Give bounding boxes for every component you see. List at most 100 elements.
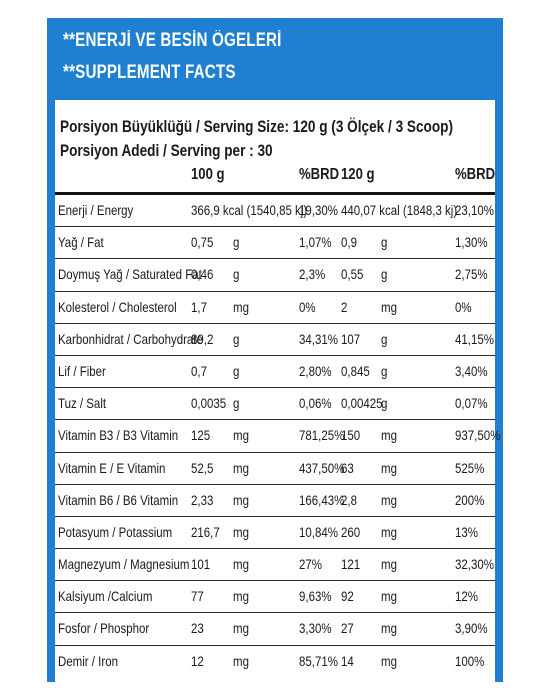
amount-100g: 0,75 bbox=[191, 234, 214, 251]
unit-100g: mg bbox=[233, 620, 249, 637]
nutrient-name: Yağ / Fat bbox=[58, 234, 104, 251]
brd-120g: 41,15% bbox=[455, 330, 494, 347]
column-header-amount-120g: 120 g bbox=[341, 166, 375, 183]
brd-120g: 525% bbox=[455, 459, 485, 476]
brd-120g: 937,50% bbox=[455, 427, 501, 444]
table-row: Vitamin E / E Vitamin 52,5 mg 437,50% 63 mg 52… bbox=[55, 453, 495, 485]
brd-120g: 200% bbox=[455, 491, 485, 508]
brd-120g: 23,10% bbox=[455, 202, 494, 218]
table-row: Doymuş Yağ / Saturated Fat 0,46 g 2,3% 0,55 g… bbox=[55, 259, 495, 292]
brd-100g: 27% bbox=[299, 556, 322, 573]
nutrient-name: Kalsiyum /Calcium bbox=[58, 588, 153, 605]
nutrient-name: Enerji / Energy bbox=[58, 202, 134, 218]
amount-100g: 101 bbox=[191, 556, 211, 573]
unit-100g: mg bbox=[233, 652, 249, 669]
nutrient-name: Fosfor / Phosphor bbox=[58, 620, 150, 637]
brd-100g: 2,3% bbox=[299, 266, 326, 283]
label-frame: **ENERJİ VE BESİN ÖGELERİ **SUPPLEMENT F… bbox=[47, 18, 503, 682]
column-header-brd-2: %BRD bbox=[455, 166, 496, 183]
brd-100g: 34,31% bbox=[299, 330, 338, 347]
label-header: **ENERJİ VE BESİN ÖGELERİ **SUPPLEMENT F… bbox=[47, 18, 503, 100]
amount-120g: 260 bbox=[341, 523, 361, 540]
table-row: Magnezyum / Magnesium 101 mg 27% 121 mg 32,30% bbox=[55, 549, 495, 582]
table-row: Vitamin B6 / B6 Vitamin 2,33 mg 166,43% 2,8 m… bbox=[55, 485, 495, 517]
amount-100g: 2,33 bbox=[191, 491, 214, 508]
unit-120g: g bbox=[381, 330, 388, 347]
brd-100g: 9,63% bbox=[299, 588, 332, 605]
amount-100g: 216,7 bbox=[191, 523, 220, 540]
brd-120g: 1,30% bbox=[455, 234, 488, 251]
table-row: Kalsiyum /Calcium 77 mg 9,63% 92 mg 12% bbox=[55, 581, 495, 614]
nutrient-name: Tuz / Salt bbox=[58, 395, 107, 412]
brd-100g: 85,71% bbox=[299, 652, 338, 669]
nutrient-name: Vitamin E / E Vitamin bbox=[58, 459, 166, 476]
brd-120g: 0% bbox=[455, 298, 472, 315]
brd-100g: 10,84% bbox=[299, 523, 338, 540]
brd-100g: 19,30% bbox=[299, 202, 338, 218]
column-header-brd-1: %BRD bbox=[299, 166, 340, 183]
amount-100g: 1,7 bbox=[191, 298, 207, 315]
amount-100g: 0,7 bbox=[191, 362, 207, 379]
facts-panel: Porsiyon Büyüklüğü / Serving Size: 120 g… bbox=[55, 100, 500, 682]
unit-120g: mg bbox=[381, 523, 397, 540]
unit-100g: mg bbox=[233, 298, 249, 315]
nutrient-name: Magnezyum / Magnesium bbox=[58, 556, 190, 573]
nutrient-name: Potasyum / Potassium bbox=[58, 523, 173, 540]
unit-100g: mg bbox=[233, 491, 249, 508]
unit-120g: g bbox=[381, 395, 388, 412]
nutrient-name: Vitamin B6 / B6 Vitamin bbox=[58, 491, 179, 508]
amount-120g: 440,07 kcal (1848,3 kj) bbox=[341, 202, 458, 218]
header-divider bbox=[55, 192, 495, 195]
amount-120g: 0,55 bbox=[341, 266, 364, 283]
unit-120g: mg bbox=[381, 459, 397, 476]
nutrient-name: Karbonhidrat / Carbohydrate bbox=[58, 330, 203, 347]
unit-120g: g bbox=[381, 234, 388, 251]
amount-100g: 0,0035 bbox=[191, 395, 227, 412]
table-row: Vitamin B3 / B3 Vitamin 125 mg 781,25% 150 mg… bbox=[55, 420, 500, 453]
unit-120g: mg bbox=[381, 491, 397, 508]
table-row: Yağ / Fat 0,75 g 1,07% 0,9 g 1,30% bbox=[55, 227, 495, 260]
nutrient-name: Demir / Iron bbox=[58, 652, 118, 669]
table-row: Lif / Fiber 0,7 g 2,80% 0,845 g 3,40% bbox=[55, 356, 495, 389]
amount-120g: 27 bbox=[341, 620, 354, 637]
nutrient-name: Kolesterol / Cholesterol bbox=[58, 298, 177, 315]
servings-per-container: Porsiyon Adedi / Serving per : 30 bbox=[60, 141, 273, 160]
brd-100g: 437,50% bbox=[299, 459, 345, 476]
amount-100g: 23 bbox=[191, 620, 204, 637]
table-row: Fosfor / Phosphor 23 mg 3,30% 27 mg 3,90% bbox=[55, 613, 495, 646]
unit-120g: g bbox=[381, 362, 388, 379]
column-header-amount-100g: 100 g bbox=[191, 166, 225, 183]
unit-120g: mg bbox=[381, 556, 397, 573]
table-row: Tuz / Salt 0,0035 g 0,06% 0,00425 g 0,07% bbox=[55, 388, 495, 421]
amount-100g: 77 bbox=[191, 588, 204, 605]
unit-120g: mg bbox=[381, 427, 397, 444]
amount-120g: 0,9 bbox=[341, 234, 357, 251]
amount-120g: 2,8 bbox=[341, 491, 357, 508]
unit-100g: mg bbox=[233, 588, 249, 605]
brd-100g: 3,30% bbox=[299, 620, 332, 637]
table-row: Kolesterol / Cholesterol 1,7 mg 0% 2 mg 0% bbox=[55, 292, 495, 324]
table-row: Demir / Iron 12 mg 85,71% 14 mg 100% bbox=[55, 646, 495, 677]
amount-120g: 150 bbox=[341, 427, 361, 444]
amount-100g: 125 bbox=[191, 427, 211, 444]
brd-120g: 13% bbox=[455, 523, 478, 540]
unit-120g: mg bbox=[381, 588, 397, 605]
brd-100g: 0,06% bbox=[299, 395, 332, 412]
unit-100g: g bbox=[233, 362, 240, 379]
brd-100g: 0% bbox=[299, 298, 316, 315]
table-row: Karbonhidrat / Carbohydrate 89,2 g 34,31% 10… bbox=[55, 324, 495, 356]
amount-100g: 0,46 bbox=[191, 266, 214, 283]
unit-120g: mg bbox=[381, 298, 397, 315]
brd-120g: 100% bbox=[455, 652, 485, 669]
unit-120g: mg bbox=[381, 652, 397, 669]
unit-120g: mg bbox=[381, 620, 397, 637]
brd-120g: 32,30% bbox=[455, 556, 494, 573]
unit-100g: g bbox=[233, 395, 240, 412]
header-title-en: **SUPPLEMENT FACTS bbox=[63, 62, 236, 83]
unit-120g: g bbox=[381, 266, 388, 283]
unit-100g: mg bbox=[233, 556, 249, 573]
table-row: Potasyum / Potassium 216,7 mg 10,84% 260 mg 13… bbox=[55, 517, 495, 550]
amount-120g: 2 bbox=[341, 298, 348, 315]
unit-100g: mg bbox=[233, 459, 249, 476]
nutrient-name: Doymuş Yağ / Saturated Fat bbox=[58, 266, 202, 283]
